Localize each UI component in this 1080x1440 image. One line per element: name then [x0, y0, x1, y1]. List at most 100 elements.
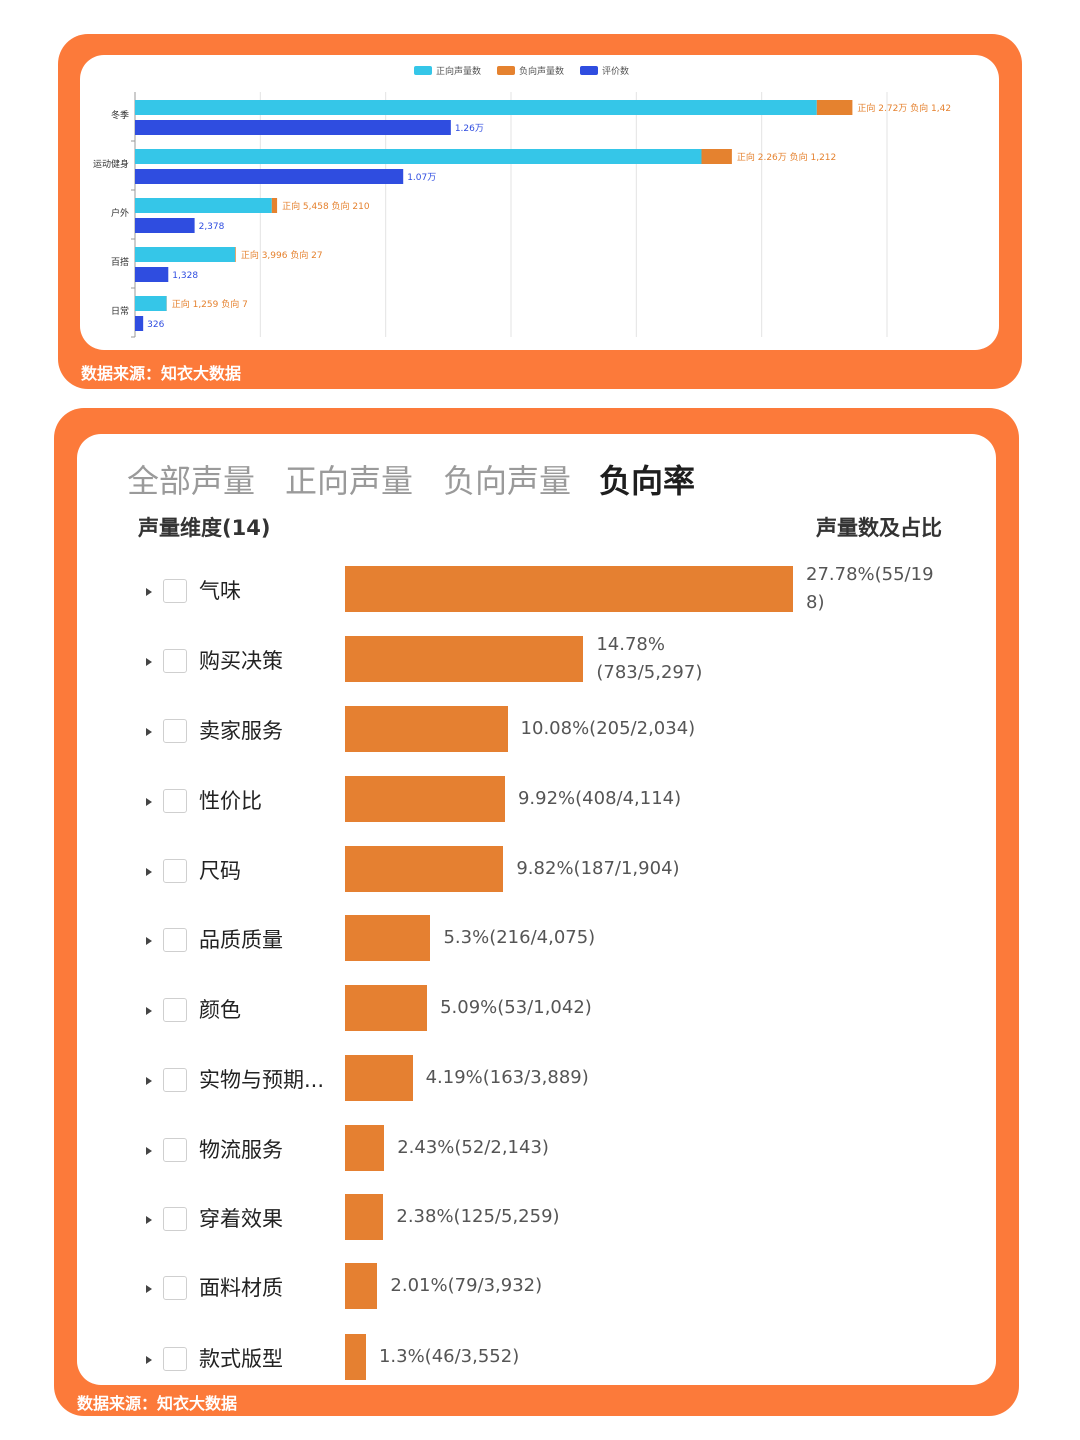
category-label: 户外 — [111, 207, 129, 219]
negative-bar — [701, 149, 732, 164]
negative-rate-bar — [345, 636, 584, 682]
dimension-row[interactable]: 物流服务 2.43%(52/2,143) — [77, 1125, 996, 1195]
dimension-row[interactable]: 卖家服务 10.08%(205/2,034) — [77, 706, 996, 776]
row-checkbox[interactable] — [163, 789, 187, 813]
rate-value-line: (783/5,297) — [596, 662, 703, 683]
review-value-label: 326 — [147, 320, 164, 330]
positive-bar — [135, 198, 272, 213]
dimension-label: 购买决策 — [199, 649, 283, 673]
stacked-value-label: 正向 5,458 负向 210 — [282, 200, 370, 212]
legend-swatch — [497, 66, 515, 75]
negative-bar — [816, 100, 853, 115]
dimension-row[interactable]: 款式版型 1.3%(46/3,552) — [77, 1334, 996, 1385]
rate-value-line: 8) — [806, 592, 825, 613]
expand-caret-icon[interactable] — [146, 1285, 152, 1293]
row-checkbox[interactable] — [163, 1347, 187, 1371]
stacked-value-label: 正向 1,259 负向 7 — [172, 298, 248, 310]
dimension-row[interactable]: 颜色 5.09%(53/1,042) — [77, 985, 996, 1055]
dimension-row[interactable]: 品质质量 5.3%(216/4,075) — [77, 915, 996, 985]
row-checkbox[interactable] — [163, 928, 187, 952]
dimension-label: 款式版型 — [199, 1347, 283, 1371]
rate-value-line: 4.19%(163/3,889) — [425, 1067, 589, 1088]
expand-caret-icon[interactable] — [146, 1356, 152, 1364]
row-checkbox[interactable] — [163, 859, 187, 883]
dimension-row[interactable]: 面料材质 2.01%(79/3,932) — [77, 1263, 996, 1333]
positive-bar — [135, 149, 702, 164]
expand-caret-icon[interactable] — [146, 658, 152, 666]
review-bar — [135, 120, 451, 135]
dimension-row[interactable]: 尺码 9.82%(187/1,904) — [77, 846, 996, 916]
negative-rate-bar — [345, 915, 431, 961]
review-value-label: 1.26万 — [455, 124, 484, 134]
row-checkbox[interactable] — [163, 998, 187, 1022]
positive-bar — [135, 100, 817, 115]
rate-value-line: 1.3%(46/3,552) — [378, 1346, 520, 1367]
rate-value-line: 27.78%(55/19 — [806, 564, 934, 585]
legend-label: 评价数 — [602, 65, 629, 77]
tab-all-volume[interactable]: 全部声量 — [127, 462, 256, 500]
expand-caret-icon[interactable] — [146, 1147, 152, 1155]
row-checkbox[interactable] — [163, 579, 187, 603]
rate-value-label: 1.3%(46/3,552) — [379, 1343, 519, 1371]
dimension-label: 性价比 — [199, 789, 262, 813]
dimension-label: 卖家服务 — [199, 719, 283, 743]
negative-rate-bar — [345, 985, 428, 1031]
review-bar — [135, 316, 144, 331]
rate-value-line: 10.08%(205/2,034) — [520, 718, 696, 739]
dimension-label: 气味 — [199, 579, 241, 603]
row-checkbox[interactable] — [163, 1207, 187, 1231]
category-label: 运动健身 — [93, 158, 129, 170]
rate-value-line: 2.38%(125/5,259) — [396, 1206, 560, 1227]
rate-value-line: 5.3%(216/4,075) — [443, 927, 596, 948]
review-value-label: 2,378 — [199, 222, 225, 232]
negative-rate-bar — [345, 1194, 384, 1240]
row-checkbox[interactable] — [163, 719, 187, 743]
positive-bar — [135, 247, 236, 262]
dimension-row[interactable]: 气味 27.78%(55/19 8) — [77, 564, 996, 636]
rate-value-label: 10.08%(205/2,034) — [521, 715, 696, 743]
category-label: 百搭 — [111, 256, 129, 268]
dimension-row[interactable]: 穿着效果 2.38%(125/5,259) — [77, 1194, 996, 1264]
tab-negative-volume[interactable]: 负向声量 — [443, 462, 572, 500]
rate-value-line: 5.09%(53/1,042) — [440, 997, 592, 1018]
tab-positive-volume[interactable]: 正向声量 — [285, 462, 414, 500]
expand-caret-icon[interactable] — [146, 1216, 152, 1224]
dimension-label: 面料材质 — [199, 1276, 283, 1300]
stacked-value-label: 正向 2.72万 负向 1,42 — [857, 102, 951, 114]
negative-rate-bar — [345, 706, 508, 752]
dimension-row[interactable]: 性价比 9.92%(408/4,114) — [77, 776, 996, 846]
tab-negative-rate[interactable]: 负向率 — [599, 462, 696, 500]
expand-caret-icon[interactable] — [146, 1007, 152, 1015]
row-checkbox[interactable] — [163, 649, 187, 673]
expand-caret-icon[interactable] — [146, 728, 152, 736]
top-chart-panel: 正向声量数 负向声量数 评价数 冬季 正向 2.72万 负向 1,42 1.26万 运动健身… — [80, 55, 999, 350]
rate-value-label: 5.09%(53/1,042) — [440, 994, 592, 1022]
expand-caret-icon[interactable] — [146, 798, 152, 806]
dimension-label: 品质质量 — [199, 928, 283, 952]
dimension-label: 颜色 — [199, 998, 241, 1022]
expand-caret-icon[interactable] — [146, 588, 152, 596]
negative-rate-bar — [345, 776, 505, 822]
dimension-row[interactable]: 实物与预期... 4.19%(163/3,889) — [77, 1055, 996, 1125]
row-checkbox[interactable] — [163, 1068, 187, 1092]
expand-caret-icon[interactable] — [146, 868, 152, 876]
dimension-label: 穿着效果 — [199, 1207, 283, 1231]
dimension-label: 实物与预期... — [199, 1068, 325, 1092]
expand-caret-icon[interactable] — [146, 937, 152, 945]
legend-label: 负向声量数 — [519, 65, 564, 77]
dimension-row[interactable]: 购买决策 14.78% (783/5,297) — [77, 634, 996, 706]
row-checkbox[interactable] — [163, 1276, 187, 1300]
row-checkbox[interactable] — [163, 1138, 187, 1162]
volume-share-header: 声量数及占比 — [816, 516, 942, 540]
dimension-panel: 全部声量 正向声量 负向声量 负向率 声量维度(14) 声量数及占比 气味 27.… — [77, 434, 996, 1385]
expand-caret-icon[interactable] — [146, 1077, 152, 1085]
rate-value-line: 2.01%(79/3,932) — [390, 1275, 543, 1296]
negative-rate-bar — [345, 1263, 378, 1309]
negative-bar — [271, 198, 278, 213]
stacked-value-label: 正向 3,996 负向 27 — [241, 249, 323, 261]
stacked-value-label: 正向 2.26万 负向 1,212 — [737, 151, 836, 163]
rate-value-label: 27.78%(55/19 8) — [806, 561, 934, 617]
category-label: 日常 — [111, 305, 129, 317]
rate-value-line: 14.78% — [596, 634, 665, 655]
